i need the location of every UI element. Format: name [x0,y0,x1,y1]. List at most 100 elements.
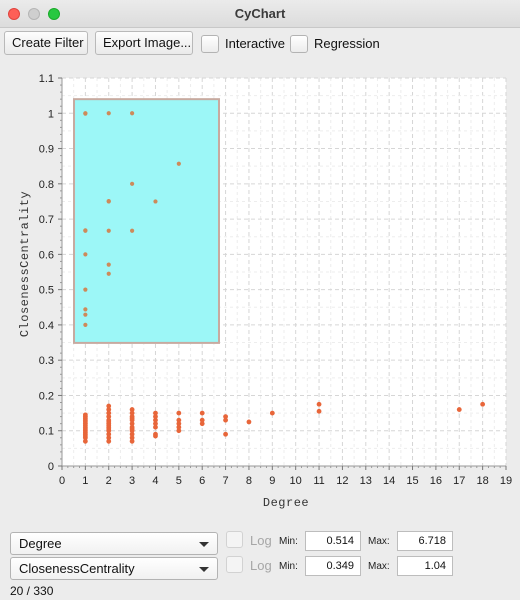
x-tick-label: 13 [360,475,372,487]
data-point [106,435,112,441]
x-tick-label: 17 [453,475,465,487]
data-point [199,417,205,423]
data-point [269,410,275,416]
x-log-label: Log [250,533,272,548]
x-tick-label: 15 [406,475,418,487]
data-point [199,410,205,416]
data-point [129,407,135,412]
x-tick-label: 3 [129,475,135,487]
data-points [82,111,486,444]
x-min-label: Min: [279,536,298,547]
data-point [106,407,112,412]
data-point [316,408,322,414]
y-axis-label: ClosenessCentrality [18,191,32,337]
data-point [153,414,158,420]
selected-data-point [106,228,111,233]
data-point [223,414,228,420]
y-tick-label: 0.2 [39,390,54,402]
selected-data-point [83,287,88,292]
y-tick-label: 0.3 [39,355,54,367]
selected-data-point [83,111,88,116]
data-point [456,407,462,412]
data-point [176,424,182,430]
chevron-down-icon [199,567,209,572]
selection-rectangle [73,98,220,344]
x-tick-label: 9 [269,475,275,487]
data-point [153,431,158,437]
selected-data-point [83,312,88,317]
y-tick-label: 0.5 [39,285,54,297]
y-tick-label: 0.4 [39,320,54,332]
y-log-label: Log [250,558,272,573]
selected-data-point [176,161,181,166]
data-point [153,424,158,430]
x-min-field[interactable]: 0.514 [305,531,361,551]
x-tick-label: 19 [500,475,512,487]
data-point [129,410,135,416]
x-tick-label: 0 [59,475,65,487]
scatter-chart[interactable]: 0 1 2 3 4 5 6 7 8 9 10 11 12 13 14 15 16 17 18 19 0 0.1 0.2 0.3… [0,60,520,520]
data-point [153,421,158,427]
scatter-plot-canvas[interactable]: 0 1 2 3 4 5 6 7 8 9 10 11 12 13 14 15 16 17 18 1900.10.20.3… [0,60,520,520]
y-tick-label: 0 [48,461,54,473]
y-axis-select[interactable]: ClosenessCentrality [10,557,218,580]
export-image-button[interactable]: Export Image... [95,31,193,55]
selected-data-point [130,181,135,186]
minimize-window-button[interactable] [28,8,40,20]
maximize-window-button[interactable] [48,8,60,20]
y-axis-select-value: ClosenessCentrality [19,561,135,576]
selected-data-point [106,262,111,267]
x-tick-label: 7 [223,475,229,487]
x-tick-label: 12 [336,475,348,487]
data-point [129,421,135,427]
data-point [176,421,182,427]
data-point [106,414,112,420]
y-tick-label: 0.6 [39,249,54,261]
interactive-checkbox[interactable] [201,35,219,53]
y-max-label: Max: [368,561,390,572]
x-max-field[interactable]: 6.718 [397,531,453,551]
data-point [129,435,135,441]
x-max-label: Max: [368,536,390,547]
y-tick-label: 0.1 [39,426,54,438]
data-point [82,430,88,435]
x-tick-label: 16 [430,475,442,487]
interactive-label: Interactive [225,36,285,51]
y-min-label: Min: [279,561,298,572]
y-tick-label: 0.9 [39,144,54,156]
x-axis-select-value: Degree [19,536,62,551]
selected-data-point [83,228,88,233]
selected-data-point [83,322,88,328]
data-point [82,412,88,418]
data-point [316,401,322,407]
y-log-checkbox[interactable] [226,556,243,573]
y-tick-label: 0.8 [39,179,54,191]
x-axis-select[interactable]: Degree [10,532,218,555]
x-tick-label: 2 [106,475,112,487]
selected-data-point [130,111,135,116]
create-filter-button[interactable]: Create Filter [4,31,88,55]
close-window-button[interactable] [8,8,20,20]
x-log-checkbox[interactable] [226,531,243,548]
data-point [129,431,135,437]
data-point [106,419,112,425]
data-point [129,426,135,432]
y-min-field[interactable]: 0.349 [305,556,361,576]
y-tick-label: 1.1 [39,73,54,85]
data-point [153,417,158,423]
selected-data-point [106,111,111,116]
data-point [480,401,486,407]
data-point [106,426,112,432]
x-tick-label: 18 [477,475,489,487]
chevron-down-icon [199,542,209,547]
data-point [176,410,182,416]
selected-data-point [106,271,111,276]
x-axis-label: Degree [263,496,309,510]
data-point [106,438,112,444]
data-point [82,438,88,444]
y-max-field[interactable]: 1.04 [397,556,453,576]
data-point [176,428,182,434]
data-point [223,417,228,423]
data-point [176,417,182,423]
regression-checkbox[interactable] [290,35,308,53]
